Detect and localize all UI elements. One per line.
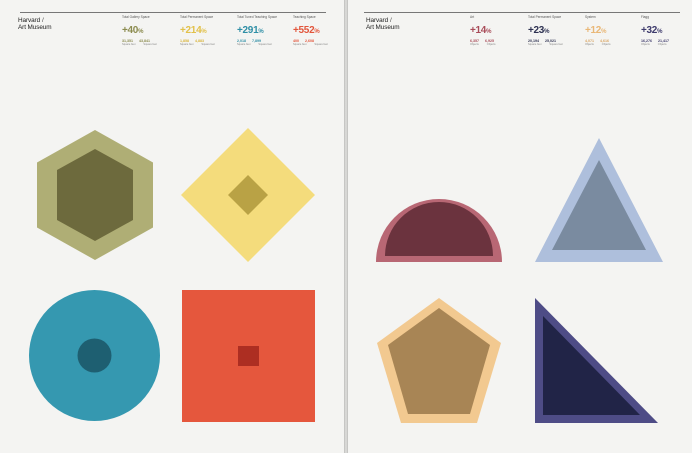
logo-line-1: Harvard [366,17,389,24]
logo-slash: / [390,17,392,24]
stat-block: Total Gallery Space +40% 31,351 43,841 Sq… [122,15,178,46]
stat-percent: +23% [528,25,550,36]
hexagon-graphic [37,130,153,260]
stat-units: Objects Objects [641,43,667,46]
top-rule [364,12,680,13]
diamond-graphic [181,128,315,262]
stat-values: 6,357 6,925 [470,39,494,43]
stat-block: Teaching Space +552% 400 2,608 Square fee… [293,15,349,46]
diamond-inner [228,175,268,215]
stat-label: Flagg [641,15,649,19]
stat-values: 16,276 21,417 [641,39,669,43]
right-page: Harvard / Art Museum Art +14% 6,357 6,925 … [348,0,692,453]
stat-block: Art +14% 6,357 6,925 Objects Objects [470,15,526,46]
logo-slash: / [42,17,44,24]
square-graphic [182,290,315,422]
stat-percent: +291% [237,25,264,36]
triangle-inner [552,160,646,250]
museum-logo: Harvard / Art Museum [366,17,400,31]
pentagon-inner [388,308,490,414]
top-rule [20,12,326,13]
right-triangle-inner [543,316,640,415]
book-gutter [344,0,348,453]
stat-label: Total Gallery Space [122,15,150,19]
stat-values: 400 2,608 [293,39,314,43]
stat-block: Flagg +32% 16,276 21,417 Objects Objects [641,15,692,46]
stat-units: Square feet Square feet [122,43,157,46]
stat-units: Square feet Square feet [528,43,563,46]
stat-units: Square feet Square feet [180,43,215,46]
stat-label: Total Permanent Space [180,15,214,19]
stat-label: System [585,15,596,19]
stat-block: Total Tuned Teaching Space +291% 2,018 7,… [237,15,293,46]
right-triangle-graphic [535,298,658,423]
circle-inner [77,338,112,373]
stat-percent: +40% [122,25,144,36]
left-page: Harvard / Art Museum Total Gallery Space … [0,0,344,453]
circle-graphic [29,290,160,421]
stat-units: Square feet Square feet [237,43,272,46]
logo-line-1: Harvard [18,17,41,24]
stat-values: 4,071 4,616 [585,39,609,43]
semicircle-inner [385,202,493,256]
stat-values: 1,858 4,883 [180,39,204,43]
stat-label: Art [470,15,475,19]
stat-values: 31,351 43,841 [122,39,150,43]
stat-units: Square feet Square feet [293,43,328,46]
stat-label: Teaching Space [293,15,316,19]
stat-percent: +552% [293,25,320,36]
logo-line-2: Art Museum [366,24,400,31]
stat-label: Total Permanent Space [528,15,562,19]
pentagon-graphic [377,298,501,423]
semicircle-graphic [376,199,502,262]
logo-line-2: Art Museum [18,24,52,31]
square-inner [238,346,259,366]
triangle-graphic [535,138,663,262]
stat-percent: +32% [641,25,663,36]
stat-units: Objects Objects [470,43,496,46]
stat-block: System +12% 4,071 4,616 Objects Objects [585,15,641,46]
stat-percent: +14% [470,25,492,36]
stat-units: Objects Objects [585,43,611,46]
stat-percent: +214% [180,25,207,36]
stat-block: Total Permanent Space +23% 20,194 25,021 … [528,15,584,46]
stat-values: 2,018 7,899 [237,39,261,43]
stat-block: Total Permanent Space +214% 1,858 4,883 S… [180,15,236,46]
stat-values: 20,194 25,021 [528,39,556,43]
hexagon-inner [57,149,133,241]
museum-logo: Harvard / Art Museum [18,17,52,31]
stat-percent: +12% [585,25,607,36]
stat-label: Total Tuned Teaching Space [237,15,277,19]
